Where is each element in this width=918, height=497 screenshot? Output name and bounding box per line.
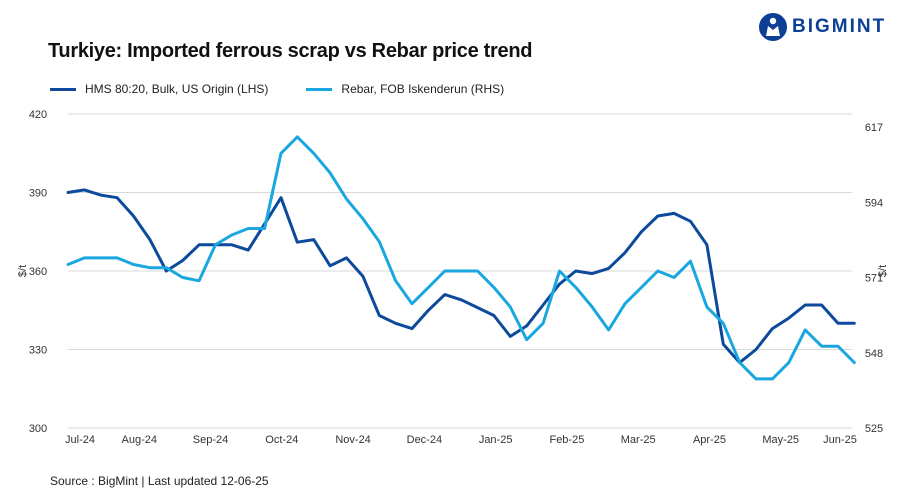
x-tick-label: Dec-24 <box>407 434 442 446</box>
y-left-tick-label: 360 <box>29 266 47 278</box>
legend-label-rebar: Rebar, FOB Iskenderun (RHS) <box>341 82 505 96</box>
legend-swatch-rebar <box>306 87 333 91</box>
legend-item-rebar[interactable]: Rebar, FOB Iskenderun (RHS) <box>306 82 504 96</box>
series-line-hms <box>66 188 856 365</box>
y-right-tick-label: 525 <box>865 423 883 435</box>
y-left-tick-label: 390 <box>29 188 47 200</box>
brand-logo: BIGMINT <box>758 12 886 42</box>
legend-swatch-hms <box>50 87 76 91</box>
y-left-axis-label: $/t <box>17 265 29 277</box>
y-left-tick-label: 300 <box>29 423 47 435</box>
series-line-rebar <box>66 135 856 381</box>
y-left-tick-label: 330 <box>29 345 47 357</box>
x-tick-label: Mar-25 <box>621 434 656 446</box>
y-right-tick-label: 571 <box>865 273 883 285</box>
x-tick-label: Oct-24 <box>265 434 298 446</box>
x-tick-label: Aug-24 <box>122 434 157 446</box>
x-tick-label: Nov-24 <box>335 434 370 446</box>
source-note: Source : BigMint | Last updated 12-06-25 <box>50 474 269 488</box>
chart-title: Turkiye: Imported ferrous scrap vs Rebar… <box>48 40 533 62</box>
x-tick-label: Jan-25 <box>479 434 513 446</box>
legend: HMS 80:20, Bulk, US Origin (LHS) Rebar, … <box>50 82 542 96</box>
bigmint-logo-icon <box>759 13 787 41</box>
legend-item-hms[interactable]: HMS 80:20, Bulk, US Origin (LHS) <box>50 82 268 96</box>
y-right-tick-label: 594 <box>865 197 883 209</box>
y-right-tick-label: 548 <box>865 348 883 360</box>
x-tick-label: May-25 <box>762 434 799 446</box>
y-right-tick-label: 617 <box>865 122 883 134</box>
brand-name: BIGMINT <box>792 16 887 37</box>
y-right-axis-label: $/t <box>877 265 889 277</box>
x-tick-label: Jun-25 <box>823 434 857 446</box>
x-tick-label: Sep-24 <box>193 434 228 446</box>
x-tick-label: Apr-25 <box>693 434 726 446</box>
x-tick-label: Feb-25 <box>549 434 584 446</box>
y-left-tick-label: 420 <box>29 109 47 121</box>
x-tick-label: Jul-24 <box>65 434 95 446</box>
legend-label-hms: HMS 80:20, Bulk, US Origin (LHS) <box>85 82 269 96</box>
